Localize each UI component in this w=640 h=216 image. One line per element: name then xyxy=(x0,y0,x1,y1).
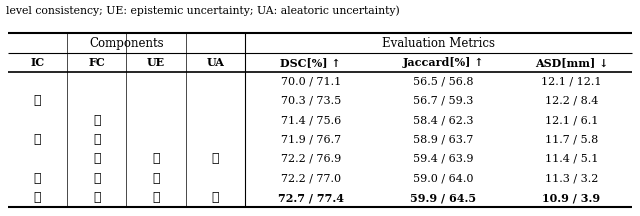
Text: level consistency; UE: epistemic uncertainty; UA: aleatoric uncertainty): level consistency; UE: epistemic uncerta… xyxy=(6,5,400,16)
Text: Components: Components xyxy=(89,37,164,50)
Text: ✓: ✓ xyxy=(34,133,41,146)
Text: 12.1 / 6.1: 12.1 / 6.1 xyxy=(545,115,598,125)
Text: ✓: ✓ xyxy=(152,152,160,165)
Text: 70.0 / 71.1: 70.0 / 71.1 xyxy=(280,77,340,87)
Text: 72.2 / 77.0: 72.2 / 77.0 xyxy=(280,173,340,183)
Text: ✓: ✓ xyxy=(93,152,100,165)
Text: DSC[%] ↑: DSC[%] ↑ xyxy=(280,57,341,68)
Text: ✓: ✓ xyxy=(93,114,100,127)
Text: ✓: ✓ xyxy=(34,94,41,107)
Text: IC: IC xyxy=(30,57,44,68)
Text: 72.2 / 76.9: 72.2 / 76.9 xyxy=(280,154,340,164)
Text: ✓: ✓ xyxy=(34,172,41,185)
Text: UE: UE xyxy=(147,57,165,68)
Text: ✓: ✓ xyxy=(93,191,100,204)
Text: 56.7 / 59.3: 56.7 / 59.3 xyxy=(413,96,474,106)
Text: 12.1 / 12.1: 12.1 / 12.1 xyxy=(541,77,602,87)
Text: Jaccard[%] ↑: Jaccard[%] ↑ xyxy=(403,57,484,68)
Text: 59.0 / 64.0: 59.0 / 64.0 xyxy=(413,173,474,183)
Text: ✓: ✓ xyxy=(93,172,100,185)
Text: ✓: ✓ xyxy=(152,191,160,204)
Text: 11.3 / 3.2: 11.3 / 3.2 xyxy=(545,173,598,183)
Text: 12.2 / 8.4: 12.2 / 8.4 xyxy=(545,96,598,106)
Text: 70.3 / 73.5: 70.3 / 73.5 xyxy=(280,96,340,106)
Text: 11.7 / 5.8: 11.7 / 5.8 xyxy=(545,135,598,145)
Text: ✓: ✓ xyxy=(152,172,160,185)
Text: ASD[mm] ↓: ASD[mm] ↓ xyxy=(534,57,608,68)
Text: ✓: ✓ xyxy=(93,133,100,146)
Text: 59.9 / 64.5: 59.9 / 64.5 xyxy=(410,192,476,203)
Text: 59.4 / 63.9: 59.4 / 63.9 xyxy=(413,154,474,164)
Text: 11.4 / 5.1: 11.4 / 5.1 xyxy=(545,154,598,164)
Text: ✓: ✓ xyxy=(34,191,41,204)
Text: UA: UA xyxy=(207,57,224,68)
Text: Evaluation Metrics: Evaluation Metrics xyxy=(382,37,495,50)
Text: 71.4 / 75.6: 71.4 / 75.6 xyxy=(280,115,340,125)
Text: 58.9 / 63.7: 58.9 / 63.7 xyxy=(413,135,474,145)
Text: 56.5 / 56.8: 56.5 / 56.8 xyxy=(413,77,474,87)
Text: 71.9 / 76.7: 71.9 / 76.7 xyxy=(280,135,340,145)
Text: 72.7 / 77.4: 72.7 / 77.4 xyxy=(278,192,344,203)
Text: ✓: ✓ xyxy=(212,152,219,165)
Text: ✓: ✓ xyxy=(212,191,219,204)
Text: 10.9 / 3.9: 10.9 / 3.9 xyxy=(542,192,600,203)
Text: FC: FC xyxy=(88,57,105,68)
Text: 58.4 / 62.3: 58.4 / 62.3 xyxy=(413,115,474,125)
